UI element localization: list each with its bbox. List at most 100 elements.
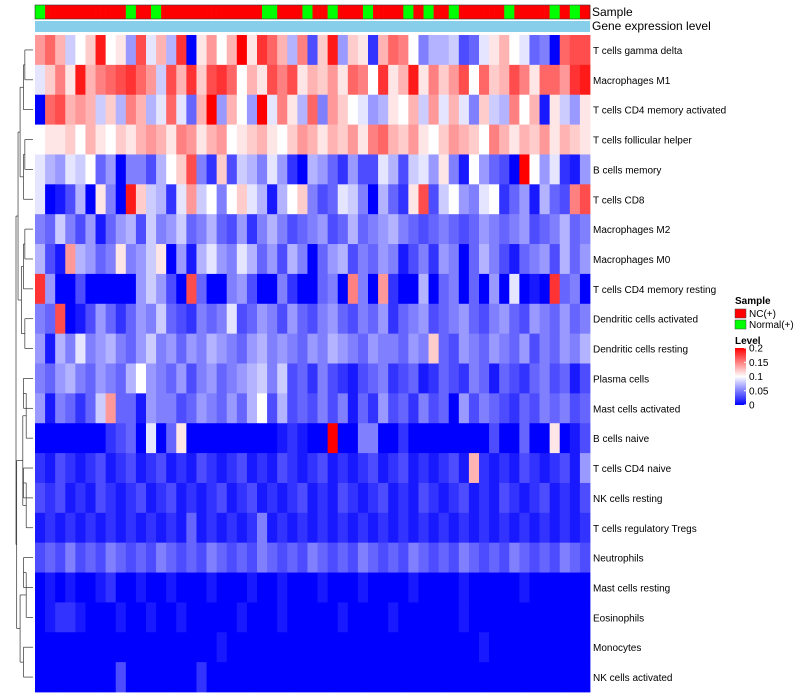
heatmap-cells	[35, 35, 591, 693]
heatmap-cell	[398, 154, 409, 185]
heatmap-cell	[408, 154, 419, 185]
sample-track-cell	[181, 5, 187, 19]
row-label: T cells CD4 naive	[593, 464, 672, 475]
heatmap-cell	[267, 363, 278, 394]
heatmap-cell	[186, 423, 197, 454]
heatmap-cell	[579, 333, 591, 364]
heatmap-cell	[35, 423, 46, 454]
heatmap-cell	[418, 632, 429, 663]
heatmap-cell	[95, 363, 107, 394]
heatmap-cell	[388, 632, 399, 663]
heatmap-cell	[408, 602, 419, 633]
heatmap-cell	[166, 662, 177, 693]
heatmap-cell	[448, 64, 460, 96]
heatmap-cell	[458, 244, 470, 275]
heatmap-cell	[75, 542, 86, 573]
heatmap-cell	[357, 453, 369, 484]
heatmap-cell	[559, 363, 571, 394]
row-label: Mast cells activated	[593, 404, 680, 415]
heatmap-cell	[438, 453, 450, 484]
heatmap-cell	[378, 64, 389, 96]
heatmap-cell	[176, 632, 187, 663]
sample-track-cell	[135, 5, 142, 19]
heatmap-cell	[468, 632, 480, 663]
heatmap-cell	[35, 602, 46, 633]
heatmap-cell	[388, 482, 399, 514]
sample-track-cell	[443, 5, 450, 19]
heatmap-cell	[368, 512, 379, 544]
heatmap-cell	[115, 154, 127, 185]
heatmap-cell	[176, 64, 187, 96]
heatmap-cell	[408, 124, 419, 155]
heatmap-cell	[529, 333, 540, 364]
heatmap-cell	[327, 184, 339, 215]
heatmap-cell	[337, 482, 349, 514]
sample-track-cell	[413, 5, 419, 19]
heatmap-cell	[287, 333, 298, 364]
sample-track-cell	[378, 5, 384, 19]
heatmap-cell	[539, 512, 551, 544]
heatmap-cell	[277, 273, 288, 305]
heatmap-cell	[519, 512, 530, 544]
heatmap-cell	[226, 512, 238, 544]
heatmap-cell	[156, 602, 167, 633]
sample-track-cell	[257, 5, 263, 19]
heatmap-cell	[176, 333, 187, 364]
heatmap-cell	[65, 124, 76, 155]
heatmap-cell	[519, 393, 530, 424]
heatmap-cell	[428, 453, 440, 484]
heatmap-cell	[438, 512, 450, 544]
heatmap-cell	[115, 64, 127, 96]
heatmap-cell	[509, 482, 520, 514]
heatmap-cell	[368, 154, 379, 185]
heatmap-cell	[529, 94, 540, 125]
heatmap-cell	[539, 542, 551, 573]
heatmap-cell	[206, 423, 218, 454]
sample-track-cell	[509, 5, 515, 19]
heatmap-cell	[317, 273, 329, 305]
heatmap-cell	[408, 333, 419, 364]
heatmap-cell	[277, 542, 288, 573]
heatmap-cell	[226, 184, 238, 215]
heatmap-cell	[509, 333, 520, 364]
heatmap-cell	[307, 453, 318, 484]
heatmap-cell	[479, 602, 490, 633]
heatmap-cell	[529, 273, 540, 305]
heatmap-cell	[549, 154, 561, 185]
heatmap-cell	[509, 35, 520, 66]
heatmap-cell	[398, 333, 409, 364]
heatmap-cell	[246, 572, 258, 603]
heatmap-cell	[156, 154, 167, 185]
heatmap-cell	[95, 273, 107, 305]
heatmap-cell	[65, 662, 76, 693]
heatmap-cell	[438, 273, 450, 305]
legend-sample-title: Sample	[735, 296, 771, 307]
legend-label-nc: NC(+)	[749, 309, 776, 320]
heatmap-cell	[438, 64, 450, 96]
heatmap-cell	[489, 64, 500, 96]
heatmap-cell	[135, 154, 147, 185]
heatmap-cell	[448, 512, 460, 544]
heatmap-cell	[357, 632, 369, 663]
heatmap-cell	[55, 512, 66, 544]
heatmap-cell	[146, 602, 157, 633]
heatmap-cell	[337, 542, 349, 573]
heatmap-cell	[156, 303, 167, 335]
heatmap-cell	[176, 572, 187, 603]
heatmap-cell	[559, 662, 571, 693]
heatmap-cell	[468, 363, 480, 394]
heatmap-cell	[357, 35, 369, 66]
heatmap-cell	[368, 94, 379, 125]
heatmap-cell	[55, 244, 66, 275]
heatmap-cell	[549, 244, 561, 275]
row-label: Macrophages M0	[593, 255, 671, 266]
heatmap-cell	[357, 64, 369, 96]
row-label: Macrophages M2	[593, 225, 671, 236]
heatmap-cell	[95, 35, 107, 66]
heatmap-cell	[368, 632, 379, 663]
heatmap-cell	[146, 662, 157, 693]
heatmap-cell	[468, 602, 480, 633]
sample-track-cell	[534, 5, 540, 19]
heatmap-cell	[95, 94, 107, 125]
heatmap-cell	[95, 542, 107, 573]
